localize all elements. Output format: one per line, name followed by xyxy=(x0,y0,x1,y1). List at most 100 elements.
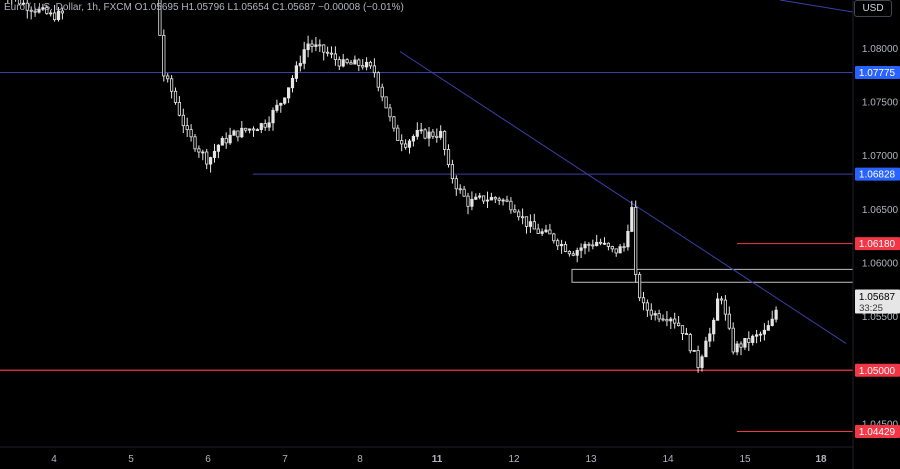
candle-body xyxy=(162,34,166,77)
candle-body xyxy=(181,114,185,127)
close-value: 1.05687 xyxy=(279,2,316,13)
candle-body xyxy=(407,140,412,148)
time-tick-label: 8 xyxy=(357,454,363,465)
price-tick-label: 1.07500 xyxy=(862,97,899,108)
chart-legend: Euro / U.S. Dollar, 1h, FXCM O1.05695 H1… xyxy=(4,2,404,13)
symbol-title[interactable]: Euro / U.S. Dollar, 1h, FXCM xyxy=(4,2,132,13)
price-label-text: 1.05000 xyxy=(859,366,896,377)
open-value: 1.05695 xyxy=(142,2,179,13)
candle-body xyxy=(727,313,731,329)
candle-body xyxy=(431,131,435,137)
candle-body xyxy=(599,241,603,244)
time-tick-label: 7 xyxy=(282,454,288,465)
candle-body xyxy=(587,243,591,246)
candle-body xyxy=(606,242,611,247)
downtrend-line xyxy=(399,51,847,344)
candle-body xyxy=(224,137,228,144)
candle-body xyxy=(189,129,193,138)
candle-body xyxy=(302,49,306,64)
candle-body xyxy=(29,9,33,12)
candle-body xyxy=(345,59,349,64)
candle-body xyxy=(735,343,739,353)
candles xyxy=(7,0,778,373)
candle-body xyxy=(37,8,41,13)
candle-body xyxy=(454,178,458,190)
time-axis[interactable]: 4 5 6 7 8 11 12 13 14 15 18 xyxy=(0,446,853,465)
candle-body xyxy=(368,61,373,67)
candle-body xyxy=(489,197,494,201)
time-tick-label: 11 xyxy=(432,454,443,465)
candle-body xyxy=(649,309,653,316)
candle-body xyxy=(704,340,708,358)
trendline xyxy=(399,0,854,344)
candle-body xyxy=(548,229,552,235)
candle-body xyxy=(478,195,482,198)
candle-body xyxy=(337,59,341,67)
candle-body xyxy=(279,102,283,106)
candle-body xyxy=(322,44,326,53)
candle-body xyxy=(197,148,201,153)
candle-body xyxy=(751,335,755,343)
low-label: L xyxy=(227,2,234,13)
candle-body xyxy=(638,274,642,299)
candle-body xyxy=(364,61,369,68)
time-tick-label: 18 xyxy=(815,454,827,465)
candle-body xyxy=(329,52,334,55)
candle-body xyxy=(212,150,217,158)
candle-body xyxy=(427,131,431,139)
candle-body xyxy=(485,199,490,202)
candle-body xyxy=(513,209,517,213)
price-axis[interactable]: 1.08000 1.07500 1.07000 1.06500 1.06000 1.055… xyxy=(852,0,899,469)
candle-body xyxy=(622,246,626,249)
candle-body xyxy=(446,149,451,165)
candle-body xyxy=(56,10,61,21)
candle-body xyxy=(423,129,427,139)
candle-body xyxy=(470,198,474,207)
candle-body xyxy=(641,297,646,304)
candle-body xyxy=(696,350,700,368)
price-label-text: 1.06828 xyxy=(859,170,896,181)
price-label-text: 1.07775 xyxy=(859,68,896,79)
candle-body xyxy=(298,62,302,67)
horizontal-levels xyxy=(0,71,853,433)
candle-body xyxy=(560,243,564,247)
candle-body xyxy=(661,318,665,321)
change-value: −0.00008 (−0.01%) xyxy=(318,2,404,13)
candle-body xyxy=(439,130,443,138)
candle-body xyxy=(310,43,314,47)
candle-body xyxy=(216,144,220,152)
price-label-bg xyxy=(855,363,900,377)
time-tick-label: 12 xyxy=(508,454,520,465)
candle-body xyxy=(614,248,618,254)
candle-body xyxy=(251,128,256,131)
candle-body xyxy=(49,12,53,15)
price-label-text: 1.04429 xyxy=(859,427,896,438)
candle-body xyxy=(575,249,579,256)
price-tick-label: 1.04500 xyxy=(862,419,899,430)
candle-body xyxy=(255,129,260,132)
candle-body xyxy=(275,104,279,111)
candle-body xyxy=(556,240,560,247)
candle-body xyxy=(380,86,384,98)
candle-body xyxy=(474,196,478,200)
candle-body xyxy=(571,253,575,256)
price-tick-label: 1.06500 xyxy=(862,205,899,216)
candle-body xyxy=(719,298,724,301)
price-label-text: 1.06180 xyxy=(859,239,896,250)
candle-body xyxy=(353,59,357,65)
candle-body xyxy=(306,43,310,51)
price-label-bg xyxy=(855,289,900,314)
upper-trendline xyxy=(779,0,854,13)
candle-body xyxy=(41,7,45,10)
candle-body xyxy=(244,127,248,131)
candle-body xyxy=(766,325,770,331)
candle-body xyxy=(361,65,365,68)
candle-body xyxy=(673,318,677,324)
candle-body xyxy=(653,313,657,316)
candle-body xyxy=(403,143,408,148)
candle-body xyxy=(595,241,599,247)
candle-body xyxy=(60,10,65,14)
candle-body xyxy=(462,188,466,197)
currency-button[interactable]: USD xyxy=(854,0,892,17)
